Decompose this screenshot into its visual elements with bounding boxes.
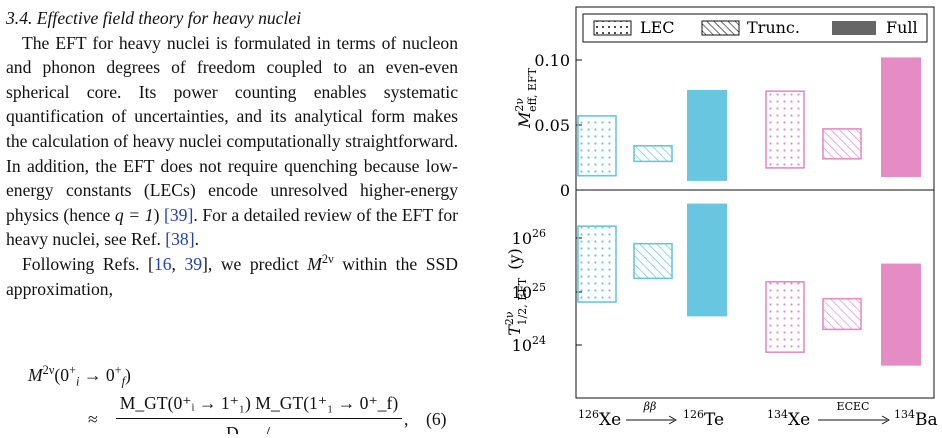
bottom-ylabel-main: T [505, 324, 524, 336]
bottom-bar-lec-group-2 [765, 281, 805, 353]
equation-arrow: → 0 [83, 365, 115, 385]
approx-sign: ≈ [88, 409, 98, 429]
top-bar-full-group-1 [687, 89, 727, 181]
bottom-bar-trunc-group-2 [822, 297, 862, 331]
ytick-base-25: 10 [512, 283, 532, 302]
bottom-bar-lec-group-1 [577, 225, 617, 303]
citation-39[interactable]: [39] [164, 204, 194, 225]
top-bar-lec-group-1 [577, 115, 617, 177]
paragraph-2-sep: , [171, 253, 185, 274]
ytick-exp-26: 26 [532, 227, 546, 240]
top-bar-full-group-2 [881, 57, 921, 177]
paragraph-2-text-a: Following Refs. [ [22, 253, 154, 274]
bottom-panel-frame [575, 189, 935, 399]
ytick-base-26: 10 [512, 229, 532, 248]
ytick-exp-24: 24 [532, 334, 546, 347]
citation-39-b[interactable]: 39 [184, 253, 203, 274]
group1-parent-mass: 126 [578, 408, 599, 421]
equation-number: (6) [426, 409, 447, 429]
group1-daughter: Te [704, 410, 724, 430]
equation-close: ) [125, 365, 131, 385]
equation-lhs: M2ν(0+i → 0+f) [28, 363, 131, 389]
legend-swatch-full [832, 21, 876, 35]
top-ylabel-sup: 2ν [513, 98, 526, 112]
group2-parent: Xe [788, 410, 810, 430]
top-ylabel-sub: eff, EFT [526, 67, 539, 112]
ytick-exp-25: 25 [532, 281, 546, 294]
top-ytick-0: 0 [560, 181, 570, 200]
group1-parent: Xe [599, 410, 621, 430]
legend-swatch-lec [593, 20, 632, 36]
arrow-1 [626, 415, 678, 425]
x-label-group-1: 126Xe [578, 408, 621, 430]
paragraph-1-text-a: The EFT for heavy nuclei is formulated i… [6, 32, 458, 225]
equation-6: M2ν(0+i → 0+f) ≈ M_GT(0⁺ᵢ → 1⁺₁) M_GT(1⁺… [6, 357, 458, 434]
group1-daughter-mass: 126 [683, 408, 704, 421]
top-ytick-010: 0.10 [534, 51, 570, 70]
citation-38[interactable]: [38] [165, 229, 195, 250]
text-column: 3.4. Effective field theory for heavy nu… [6, 6, 458, 301]
legend-label-lec: LEC [640, 18, 675, 37]
equation-lhs-symbol: M [28, 365, 43, 385]
equation-state-i: i [76, 374, 80, 389]
bottom-bar-full-group-1 [687, 203, 727, 317]
figure-svg: LEC Trunc. Full 0.10 0.05 0 M2νeff, EFT … [503, 6, 938, 430]
top-ytick-005: 0.05 [534, 116, 570, 135]
bottom-ytick-24: 1024 [512, 334, 546, 355]
arrow-2 [818, 415, 891, 425]
section-number: 3.4. [6, 8, 33, 28]
paragraph-2-text-b: ], we predict [202, 253, 308, 274]
x-labels: 126Xe ββ 126Te 134Xe ECEC 134Ba [578, 400, 938, 430]
bottom-ytick-26: 1026 [512, 227, 546, 248]
top-bar-lec-group-2 [765, 90, 805, 169]
paragraph-2: Following Refs. [16, 39], we predict M2ν… [6, 252, 458, 301]
x-label-process-1: ββ [643, 400, 657, 413]
legend-swatch-trunc [701, 20, 740, 36]
top-ylabel-main: M [515, 111, 534, 129]
bars [577, 57, 921, 366]
section-heading: 3.4. Effective field theory for heavy nu… [6, 6, 458, 31]
q-equation: q = 1 [114, 204, 154, 225]
fraction-bar [116, 418, 402, 419]
citation-16[interactable]: 16 [153, 253, 172, 274]
equation-comma: , [404, 409, 409, 429]
m-symbol: M [307, 253, 322, 274]
paragraph-1-text-c: . For a detailed review of the EFT for h… [6, 204, 459, 250]
top-bar-trunc-group-2 [822, 128, 862, 160]
group2-daughter: Ba [915, 410, 938, 430]
equation-lhs-sup: 2ν [42, 363, 55, 378]
bottom-ylabel-unit: (y) [505, 248, 524, 270]
equation-lhs-args: (0 [54, 365, 70, 385]
x-label-process-2: ECEC [837, 400, 870, 413]
paragraph-1-text-b: ) [153, 204, 165, 225]
bottom-ylabel: T2ν1/2, EFT (y) [503, 248, 529, 336]
top-y-ticks: 0.10 0.05 0 [534, 51, 582, 200]
legend-label-full: Full [886, 18, 918, 37]
bottom-ylabel-sup: 2ν [503, 311, 516, 325]
bottom-ytick-25: 1025 [512, 281, 546, 302]
paragraph-2-text-c: within the SSD approximation, [6, 253, 458, 299]
paragraph-1: The EFT for heavy nuclei is formulated i… [6, 31, 458, 252]
equation-denominator: D — / [226, 423, 270, 434]
legend-label-trunc: Trunc. [747, 18, 800, 37]
bottom-bar-trunc-group-1 [633, 242, 673, 280]
figure: LEC Trunc. Full 0.10 0.05 0 M2νeff, EFT … [480, 0, 942, 434]
bottom-y-ticks: 1026 1025 1024 [512, 227, 582, 355]
group2-parent-mass: 134 [767, 408, 788, 421]
section-title: Effective field theory for heavy nuclei [36, 8, 302, 28]
x-label-daughter-1: 126Te [683, 408, 724, 430]
bottom-bar-full-group-2 [881, 263, 921, 366]
top-ylabel: M2νeff, EFT [513, 67, 539, 129]
x-label-daughter-2: 134Ba [894, 408, 938, 430]
m-symbol-sup: 2ν [321, 252, 334, 267]
bottom-ylabel-sub: 1/2, EFT [516, 277, 529, 325]
paragraph-1-text-d: . [194, 229, 199, 250]
equation-numerator: M_GT(0⁺ᵢ → 1⁺₁) M_GT(1⁺₁ → 0⁺_f) [119, 393, 399, 413]
legend: LEC Trunc. Full [582, 13, 928, 43]
top-bar-trunc-group-1 [633, 145, 673, 163]
x-label-group-2: 134Xe [767, 408, 810, 430]
equation-state-f: f [121, 374, 125, 389]
group2-daughter-mass: 134 [894, 408, 915, 421]
ytick-base-24: 10 [512, 336, 532, 355]
